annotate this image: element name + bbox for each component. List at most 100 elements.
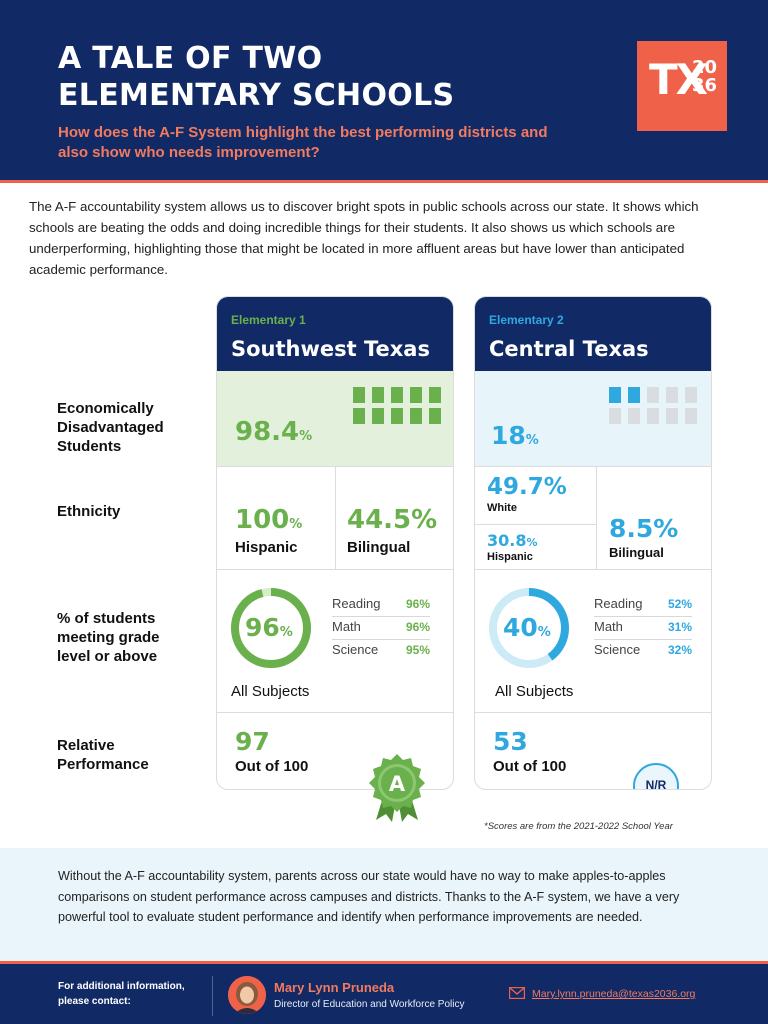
footer-separator (212, 976, 213, 1016)
econ-value: 18% (491, 421, 539, 450)
person-icon (410, 408, 422, 424)
person-icon (609, 387, 621, 403)
person-icon (685, 387, 697, 403)
subject-value: 95% (405, 643, 430, 657)
subject-row: Reading 52% (594, 594, 692, 617)
person-icon (628, 408, 640, 424)
relative-label: Out of 100 (235, 758, 309, 775)
person-icon (666, 387, 678, 403)
all-subjects-value: 96% (245, 613, 315, 642)
subject-row: Science 95% (332, 640, 430, 663)
subject-name: Science (594, 642, 641, 657)
all-subjects-value: 40% (503, 613, 573, 642)
bilingual-value: 44.5% (347, 505, 437, 535)
progress-ring (231, 588, 311, 668)
progress-ring (489, 588, 569, 668)
row-divider (475, 466, 711, 467)
card-header: Elementary 2 Central Texas (475, 297, 711, 371)
row-label-econ: Economically Disadvantaged Students (57, 400, 164, 455)
row-divider (475, 569, 711, 570)
econ-value: 98.4% (235, 417, 312, 447)
pct-sign: % (537, 625, 551, 640)
relative-value: 97 (235, 727, 270, 756)
pct-sign: % (543, 474, 567, 500)
closing-paragraph: Without the A-F accountability system, p… (58, 869, 680, 924)
subject-value: 31% (667, 620, 692, 634)
footer-divider (0, 961, 768, 964)
bilingual-label: Bilingual (347, 539, 411, 556)
person-icon (353, 408, 365, 424)
footer (0, 961, 768, 1024)
sub-divider (475, 524, 596, 525)
hispanic-number: 100 (235, 505, 290, 535)
title-line-1: A TALE OF TWO (58, 41, 323, 76)
row-label-ethnicity: Ethnicity (57, 503, 121, 520)
bilingual-number: 8.5 (609, 514, 654, 543)
logo-tx: TX (649, 55, 708, 104)
relative-value: 53 (493, 727, 528, 756)
person-icon (353, 387, 365, 403)
person-icon (647, 387, 659, 403)
row-divider (217, 712, 453, 713)
subject-value: 32% (667, 643, 692, 657)
white-label: White (487, 502, 517, 514)
hispanic-value: 30.8% (487, 531, 538, 550)
hispanic-value: 100% (235, 505, 302, 535)
subject-value: 96% (405, 620, 430, 634)
school-tag: Elementary 2 (489, 313, 564, 327)
logo-number-top: 20 (692, 57, 718, 78)
subject-scores-table: Reading 96% Math 96% Science 95% (332, 594, 430, 663)
person-icon (609, 408, 621, 424)
subject-name: Math (594, 619, 623, 634)
rating-nr-badge: N/R (633, 763, 679, 789)
school-name: Central Texas (489, 337, 649, 361)
person-icon (372, 408, 384, 424)
logo-number-bottom: 36 (692, 75, 718, 96)
people-icon-grid (353, 387, 441, 424)
card-header: Elementary 1 Southwest Texas (217, 297, 453, 371)
contact-label: For additional information, please conta… (58, 981, 185, 1007)
logo-number: 20 36 (692, 59, 717, 95)
page-subtitle: How does the A-F System highlight the be… (58, 124, 548, 161)
ring-progress (231, 588, 311, 668)
subject-row: Math 31% (594, 617, 692, 640)
subject-row: Science 32% (594, 640, 692, 663)
people-icon-grid (609, 387, 697, 424)
closing-band (0, 848, 768, 961)
subject-scores-table: Reading 52% Math 31% Science 32% (594, 594, 692, 663)
pct-sign: % (653, 514, 679, 543)
person-icon (647, 408, 659, 424)
bilingual-value: 8.5% (609, 514, 678, 543)
hispanic-label: Hispanic (487, 551, 533, 563)
all-subjects-number: 40 (503, 613, 538, 642)
pct-sign: % (299, 429, 313, 444)
mail-icon (509, 987, 525, 999)
pct-sign: % (279, 625, 293, 640)
school-card-1: Elementary 1 Southwest Texas 98.4% 100% … (216, 296, 454, 790)
relative-label: Out of 100 (493, 758, 567, 775)
title-line-2: ELEMENTARY SCHOOLS (58, 78, 455, 113)
white-number: 49.7 (487, 474, 544, 500)
rating-letter: A (389, 772, 406, 796)
person-icon (666, 408, 678, 424)
hispanic-number: 30.8 (487, 531, 527, 550)
pct-sign: % (289, 517, 303, 532)
person-icon (628, 387, 640, 403)
texas2036-logo: TX 20 36 (637, 41, 727, 131)
all-subjects-label: All Subjects (495, 683, 574, 700)
avatar-photo (228, 976, 266, 1014)
row-label-relative: Relative Performance (57, 737, 149, 773)
all-subjects-number: 96 (245, 613, 280, 642)
all-subjects-label: All Subjects (231, 683, 310, 700)
ring-progress (489, 588, 569, 668)
person-icon (685, 408, 697, 424)
subject-name: Reading (594, 596, 643, 611)
contact-email-link[interactable]: Mary.lynn.pruneda@texas2036.org (532, 988, 696, 1000)
subject-name: Science (332, 642, 379, 657)
avatar (228, 976, 266, 1014)
subject-name: Reading (332, 596, 381, 611)
person-icon (372, 387, 384, 403)
white-value: 49.7% (487, 474, 567, 500)
bilingual-label: Bilingual (609, 545, 664, 560)
school-tag: Elementary 1 (231, 313, 306, 327)
